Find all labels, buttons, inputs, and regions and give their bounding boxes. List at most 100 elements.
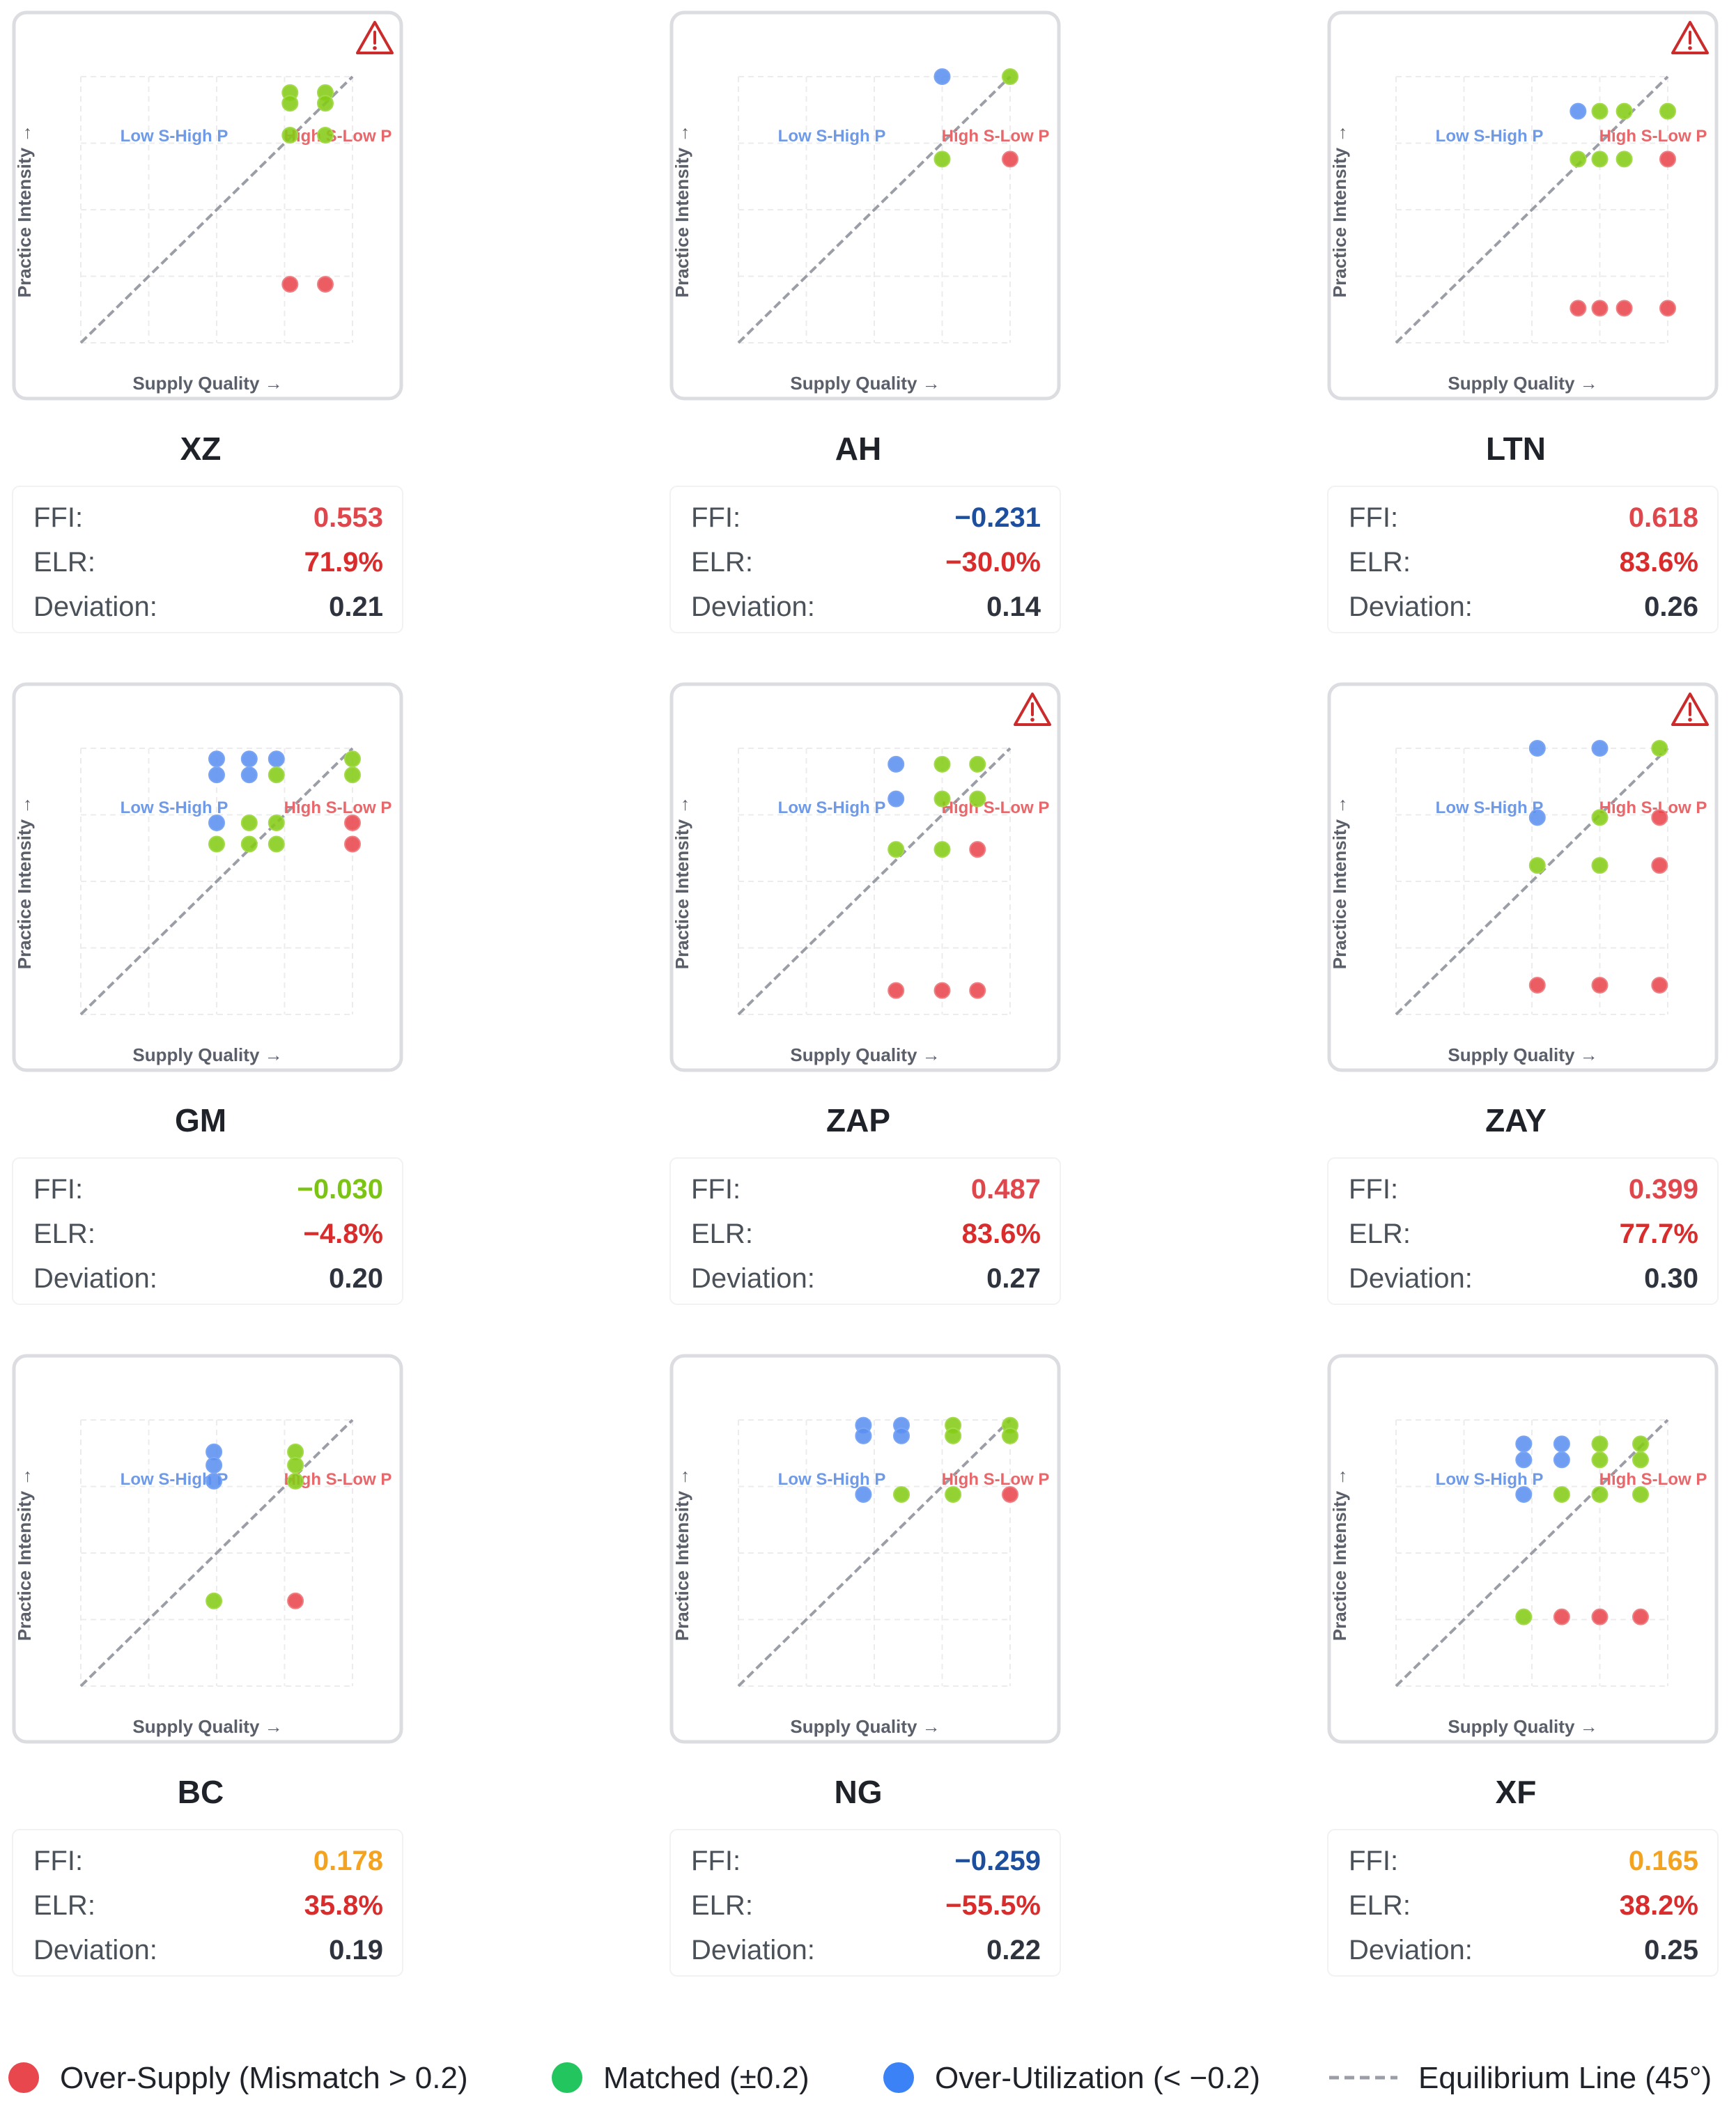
warning-exclamation-dot [1688,46,1692,50]
data-point-matched [1651,740,1668,757]
panel-xz: Low S-High P High S-Low P Supply Quality →… [12,10,403,633]
data-point-over-supply [1591,300,1609,317]
stats-card [12,1829,403,1977]
ffi-label: FFI: [1349,502,1398,533]
legend-label: Equilibrium Line (45°) [1418,2061,1712,2095]
elr-label: ELR: [691,547,753,578]
legend-label: Over-Supply (Mismatch > 0.2) [60,2061,468,2095]
data-point-matched [1659,102,1676,120]
x-axis-label: Supply Quality → [790,1044,940,1065]
data-point-over-utilization [1553,1435,1570,1453]
data-point-matched [1632,1485,1649,1503]
data-point-over-utilization [1528,809,1546,826]
data-point-over-utilization [208,814,225,831]
data-point-over-utilization [888,790,905,808]
elr-value: −30.0% [945,547,1041,578]
data-point-matched [969,790,986,808]
region-label-low-supply: Low S-High P [121,127,228,146]
region-label-high-supply: High S-Low P [284,798,392,817]
data-point-matched [344,750,361,768]
elr-label: ELR: [33,547,95,578]
data-point-matched [317,95,334,112]
chart-card [1327,1354,1719,1744]
x-axis-label: Supply Quality → [1448,1044,1597,1065]
deviation-label: Deviation: [33,1263,157,1294]
equilibrium-line [1395,75,1669,344]
data-point-over-supply [1659,150,1676,168]
y-axis-label: Practice Intensity → [672,796,692,970]
data-point-matched [287,1456,304,1474]
ffi-label: FFI: [33,1174,83,1205]
x-axis-label: Supply Quality → [132,1044,282,1065]
data-point-over-supply [1591,976,1609,994]
region-label-high-supply: High S-Low P [1599,1470,1707,1489]
data-point-matched [1528,857,1546,874]
legend-item: Equilibrium Line (45°) [1329,2061,1712,2095]
data-point-matched [933,790,951,808]
chart-card [12,10,403,401]
data-point-matched [945,1427,962,1444]
deviation-label: Deviation: [33,1935,157,1965]
chart-card [669,682,1061,1072]
data-point-over-utilization [208,750,225,768]
data-point-over-utilization [1515,1485,1533,1503]
data-point-over-supply [1615,300,1633,317]
region-label-low-supply: Low S-High P [778,127,886,146]
data-point-matched [1591,809,1609,826]
data-point-over-utilization [240,750,258,768]
data-point-matched [287,1472,304,1490]
region-label-low-supply: Low S-High P [778,1470,886,1489]
warning-exclamation-dot [1688,718,1692,722]
chart-card [12,1354,403,1744]
ffi-value: 0.553 [313,502,383,533]
deviation-value: 0.20 [329,1263,383,1294]
ffi-label: FFI: [33,1846,83,1876]
ffi-value: 0.165 [1629,1846,1698,1876]
region-label-high-supply: High S-Low P [284,127,392,146]
data-point-matched [1570,150,1587,168]
equilibrium-line [79,747,354,1016]
elr-label: ELR: [1349,1890,1411,1921]
elr-label: ELR: [691,1890,753,1921]
data-point-over-utilization [206,1472,223,1490]
data-point-matched [206,1592,223,1609]
stats-card [669,1829,1061,1977]
deviation-value: 0.27 [986,1263,1041,1294]
warning-triangle-icon [356,21,394,54]
data-point-matched [1002,1427,1018,1444]
equilibrium-line [737,747,1012,1016]
data-point-matched [281,127,299,144]
deviation-value: 0.19 [329,1935,383,1965]
region-label-low-supply: Low S-High P [1436,798,1544,817]
x-axis-label: Supply Quality → [132,1716,282,1737]
region-label-high-supply: High S-Low P [942,127,1050,146]
x-axis-label: Supply Quality → [1448,1716,1597,1737]
data-point-over-utilization [888,755,905,773]
chart-card [1327,10,1719,401]
elr-value: 71.9% [304,547,383,578]
data-point-matched [969,755,986,773]
ffi-value: 0.399 [1629,1174,1698,1205]
deviation-value: 0.30 [1644,1263,1698,1294]
region-label-high-supply: High S-Low P [942,798,1050,817]
data-point-matched [1615,150,1633,168]
legend-item: Matched (±0.2) [552,2061,809,2095]
y-axis-label: Practice Intensity → [14,125,35,298]
legend-item: Over-Utilization (< −0.2) [883,2061,1260,2095]
data-point-over-utilization [855,1427,872,1444]
blue-dot-icon [883,2062,914,2093]
data-point-over-utilization [208,766,225,784]
data-point-matched [1002,68,1018,85]
deviation-value: 0.21 [329,592,383,622]
y-axis-label: Practice Intensity → [14,1468,35,1641]
panel-title: AH [835,431,881,467]
data-point-over-supply [969,982,986,999]
region-label-low-supply: Low S-High P [778,798,886,817]
equilibrium-line [737,75,1012,344]
chart-card [669,1354,1061,1744]
deviation-label: Deviation: [1349,592,1473,622]
panel-ng: Low S-High P High S-Low P Supply Quality →… [669,1354,1061,1977]
data-point-matched [1591,102,1609,120]
data-point-matched [268,835,285,853]
